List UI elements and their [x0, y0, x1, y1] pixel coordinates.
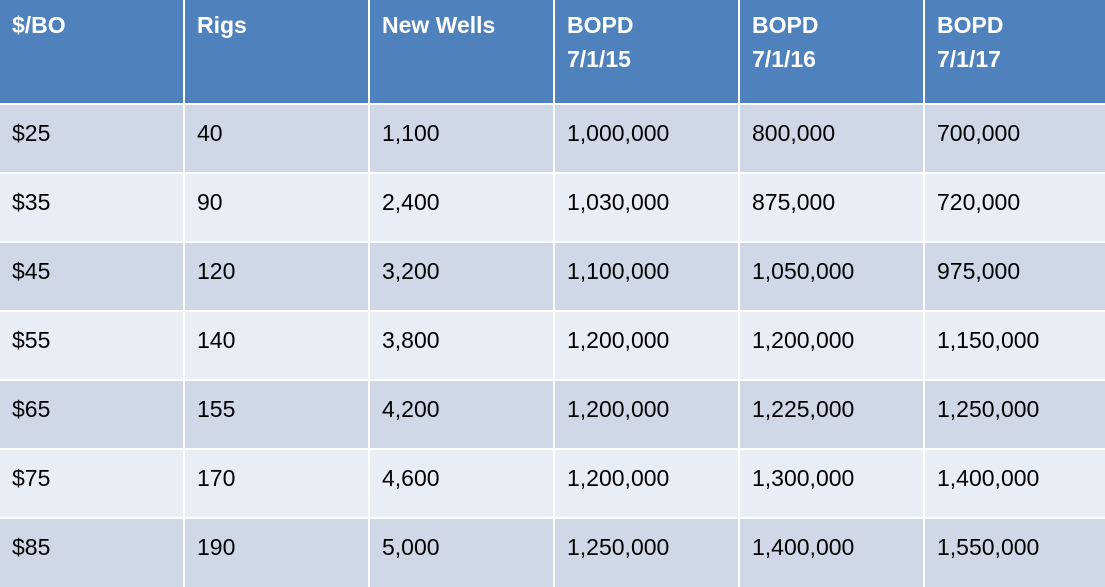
cell-bopd-2015: 1,000,000 — [553, 103, 740, 174]
cell-bopd-2017: 1,550,000 — [923, 517, 1105, 587]
cell-price: $55 — [0, 310, 185, 381]
cell-new-wells: 4,600 — [368, 448, 555, 519]
cell-bopd-2017: 975,000 — [923, 241, 1105, 312]
header-line: Rigs — [197, 12, 247, 38]
table-row: $25 40 1,100 1,000,000 800,000 700,000 — [0, 103, 1105, 174]
header-bopd-2017: BOPD 7/1/17 — [923, 0, 1105, 105]
header-rigs: Rigs — [183, 0, 370, 105]
cell-bopd-2015: 1,200,000 — [553, 379, 740, 450]
cell-new-wells: 3,800 — [368, 310, 555, 381]
cell-rigs: 155 — [183, 379, 370, 450]
cell-new-wells: 2,400 — [368, 172, 555, 243]
header-bopd-2015: BOPD 7/1/15 — [553, 0, 740, 105]
cell-price: $25 — [0, 103, 185, 174]
cell-new-wells: 4,200 — [368, 379, 555, 450]
cell-bopd-2015: 1,250,000 — [553, 517, 740, 587]
cell-rigs: 120 — [183, 241, 370, 312]
header-line: 7/1/16 — [752, 46, 816, 72]
cell-bopd-2017: 1,400,000 — [923, 448, 1105, 519]
cell-bopd-2016: 1,300,000 — [738, 448, 925, 519]
cell-price: $85 — [0, 517, 185, 587]
header-line: BOPD — [937, 12, 1004, 38]
cell-bopd-2015: 1,200,000 — [553, 448, 740, 519]
cell-price: $45 — [0, 241, 185, 312]
cell-price: $65 — [0, 379, 185, 450]
cell-bopd-2017: 1,150,000 — [923, 310, 1105, 381]
header-line: BOPD — [752, 12, 819, 38]
cell-bopd-2016: 1,225,000 — [738, 379, 925, 450]
cell-bopd-2017: 720,000 — [923, 172, 1105, 243]
cell-bopd-2016: 1,400,000 — [738, 517, 925, 587]
cell-bopd-2016: 875,000 — [738, 172, 925, 243]
cell-bopd-2016: 1,200,000 — [738, 310, 925, 381]
cell-rigs: 90 — [183, 172, 370, 243]
header-line: BOPD — [567, 12, 634, 38]
cell-rigs: 140 — [183, 310, 370, 381]
header-line: 7/1/15 — [567, 46, 631, 72]
cell-rigs: 40 — [183, 103, 370, 174]
cell-bopd-2016: 1,050,000 — [738, 241, 925, 312]
cell-bopd-2015: 1,200,000 — [553, 310, 740, 381]
header-price-per-barrel: $/BO — [0, 0, 185, 105]
table-row: $85 190 5,000 1,250,000 1,400,000 1,550,000 — [0, 517, 1105, 587]
table-row: $75 170 4,600 1,200,000 1,300,000 1,400,000 — [0, 448, 1105, 519]
cell-bopd-2017: 700,000 — [923, 103, 1105, 174]
cell-new-wells: 1,100 — [368, 103, 555, 174]
header-bopd-2016: BOPD 7/1/16 — [738, 0, 925, 105]
cell-price: $75 — [0, 448, 185, 519]
table-row: $55 140 3,800 1,200,000 1,200,000 1,150,000 — [0, 310, 1105, 381]
cell-rigs: 190 — [183, 517, 370, 587]
table-body: $25 40 1,100 1,000,000 800,000 700,000 $35 90 2,… — [0, 103, 1105, 587]
table-row: $35 90 2,400 1,030,000 875,000 720,000 — [0, 172, 1105, 243]
cell-bopd-2015: 1,030,000 — [553, 172, 740, 243]
header-line: 7/1/17 — [937, 46, 1001, 72]
table-row: $65 155 4,200 1,200,000 1,225,000 1,250,000 — [0, 379, 1105, 450]
cell-bopd-2016: 800,000 — [738, 103, 925, 174]
cell-bopd-2017: 1,250,000 — [923, 379, 1105, 450]
cell-rigs: 170 — [183, 448, 370, 519]
header-row: $/BO Rigs New Wells BOPD 7/1/15 BOPD 7/1… — [0, 0, 1105, 105]
cell-bopd-2015: 1,100,000 — [553, 241, 740, 312]
cell-new-wells: 3,200 — [368, 241, 555, 312]
header-line: New Wells — [382, 12, 496, 38]
header-line: $/BO — [12, 12, 66, 38]
table-row: $45 120 3,200 1,100,000 1,050,000 975,000 — [0, 241, 1105, 312]
header-new-wells: New Wells — [368, 0, 555, 105]
cell-price: $35 — [0, 172, 185, 243]
cell-new-wells: 5,000 — [368, 517, 555, 587]
